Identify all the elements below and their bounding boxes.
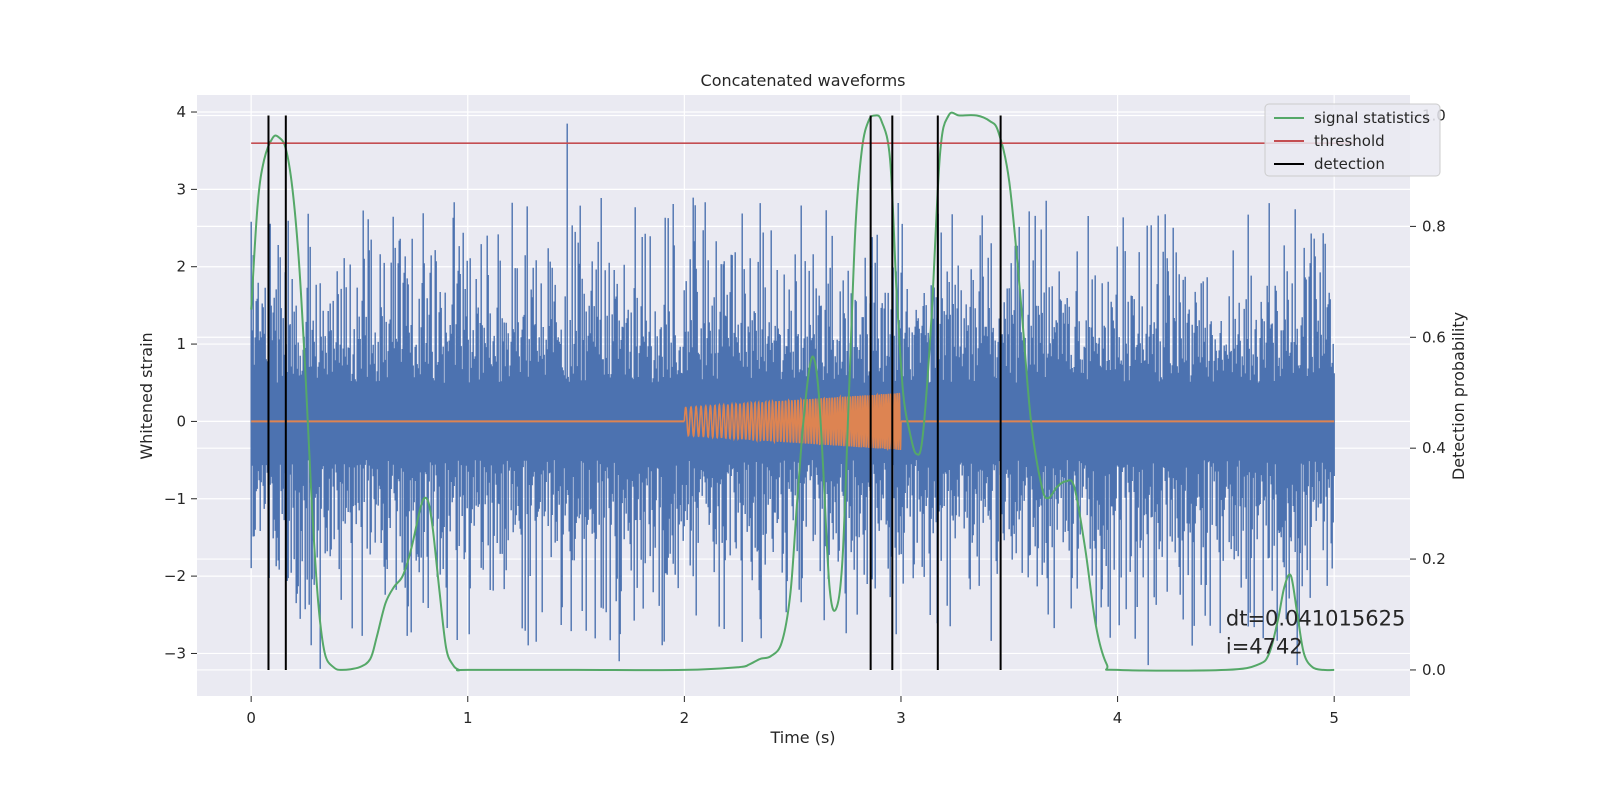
x-tick-label: 1 (463, 709, 473, 727)
y-tick-label: 1 (176, 335, 186, 353)
probability-series-group (250, 111, 1356, 672)
y-tick-label: 3 (176, 180, 186, 198)
y-axis-label: Whitened strain (137, 332, 156, 459)
chart-title: Concatenated waveforms (701, 71, 906, 90)
legend-label: detection (1314, 155, 1385, 173)
y-tick-label: 4 (176, 103, 186, 121)
legend: signal statistics threshold detection (1264, 103, 1441, 177)
waveform-chirp (683, 392, 902, 451)
x-axis-label: Time (s) (769, 728, 835, 747)
annotation-line: i=4742 (1226, 635, 1303, 659)
legend-box (1264, 103, 1441, 177)
y-right-tick-label: 0.4 (1422, 439, 1446, 457)
legend-label: signal statistics (1314, 109, 1430, 127)
y-right-tick-label: 0.6 (1422, 328, 1446, 346)
x-tick-label: 4 (1113, 709, 1123, 727)
y-tick-label: −3 (164, 644, 186, 662)
y-right-tick-label: 0.8 (1422, 217, 1446, 235)
x-tick-label: 0 (246, 709, 256, 727)
annotation-line: dt=0.041015625 (1226, 607, 1405, 631)
dt-annotation: dt=0.041015625 i=4742 (1226, 607, 1405, 659)
y-right-tick-label: 0.0 (1422, 661, 1446, 679)
y-tick-label: −2 (164, 567, 186, 585)
x-tick-label: 5 (1329, 709, 1339, 727)
signal-statistics-line (250, 111, 1335, 672)
x-tick-label: 2 (680, 709, 690, 727)
x-tick-label: 3 (896, 709, 906, 727)
legend-label: threshold (1314, 132, 1385, 150)
y-right-tick-label: 0.2 (1422, 550, 1446, 568)
y-tick-label: 2 (176, 258, 186, 276)
y-axis-right-label: Detection probability (1449, 312, 1468, 480)
injected-waveform-series (251, 392, 1335, 451)
y-tick-label: 0 (176, 412, 186, 430)
y-tick-label: −1 (164, 490, 186, 508)
